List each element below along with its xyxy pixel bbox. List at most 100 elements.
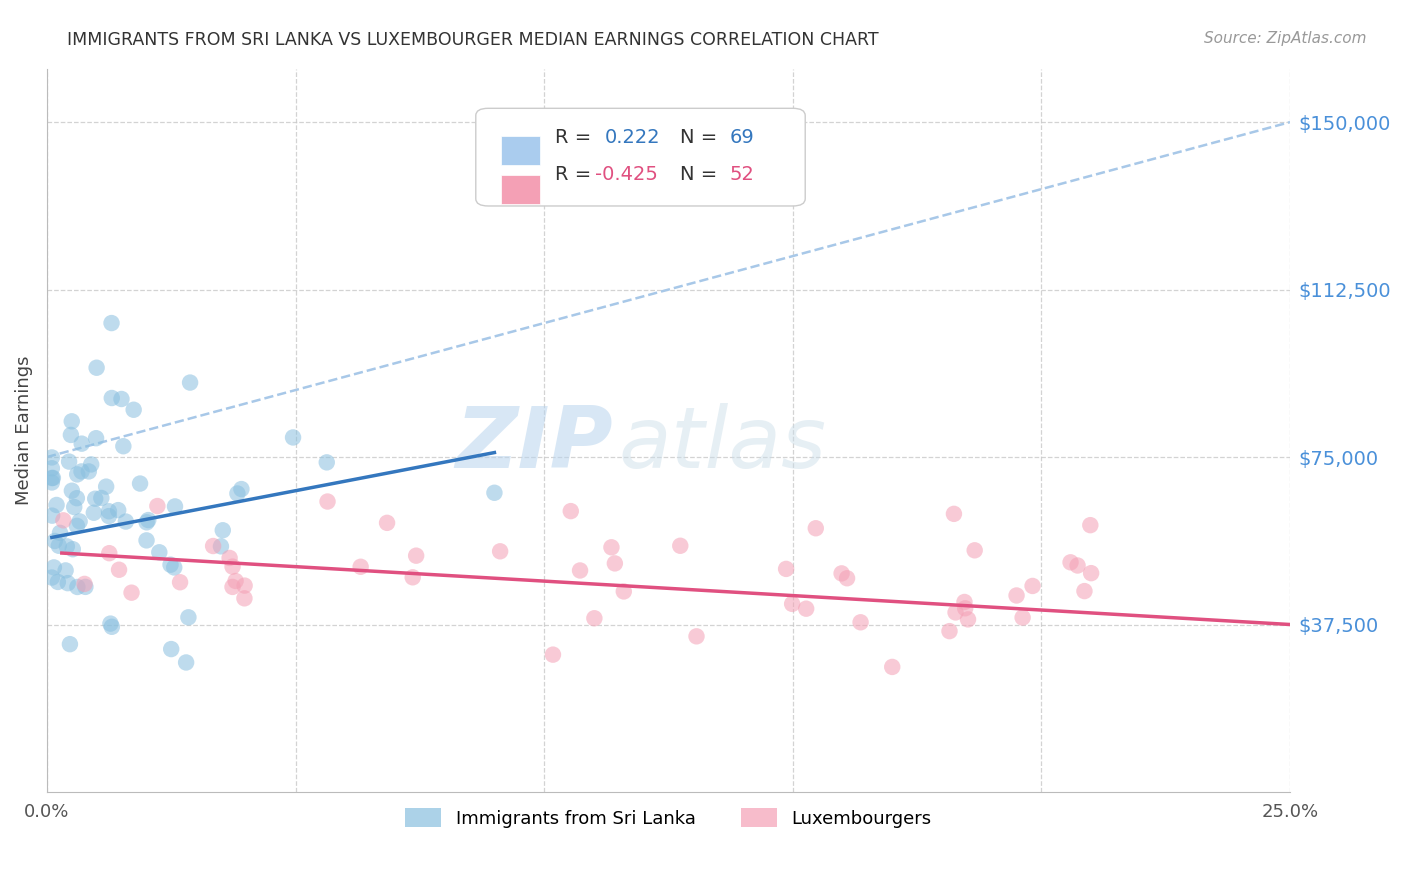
Point xyxy=(59,428,82,442)
Point xyxy=(129,476,152,491)
Point xyxy=(66,491,89,506)
Point xyxy=(101,620,124,634)
Point xyxy=(135,516,157,530)
Point xyxy=(86,360,108,375)
Point xyxy=(110,392,132,406)
Point xyxy=(1078,518,1101,533)
Point xyxy=(112,439,135,453)
Point xyxy=(956,612,979,626)
Point xyxy=(1011,610,1033,624)
Point xyxy=(233,579,256,593)
Point xyxy=(350,559,373,574)
Point xyxy=(62,542,84,557)
Point xyxy=(953,601,976,615)
Text: R =: R = xyxy=(555,165,598,185)
Point xyxy=(136,513,159,527)
Point xyxy=(603,557,626,571)
Point xyxy=(107,503,129,517)
Text: -0.425: -0.425 xyxy=(595,165,658,185)
Point xyxy=(849,615,872,630)
Text: 0.222: 0.222 xyxy=(605,128,661,147)
Point xyxy=(66,519,89,533)
Point xyxy=(41,450,63,465)
Point xyxy=(98,546,121,560)
Point xyxy=(84,431,107,445)
Point xyxy=(1021,579,1043,593)
Point xyxy=(66,467,89,482)
Y-axis label: Median Earnings: Median Earnings xyxy=(15,356,32,505)
Point xyxy=(211,523,233,537)
Point xyxy=(84,491,107,506)
Point xyxy=(489,544,512,558)
Point xyxy=(202,539,225,553)
Point xyxy=(73,577,96,591)
Text: N =: N = xyxy=(679,128,723,147)
Point xyxy=(48,539,70,553)
Point xyxy=(226,486,249,500)
Point xyxy=(174,656,197,670)
Point xyxy=(97,509,120,524)
Point xyxy=(41,471,63,485)
Text: 69: 69 xyxy=(730,128,754,147)
Point xyxy=(953,595,976,609)
Point xyxy=(484,485,506,500)
Point xyxy=(541,648,564,662)
Point xyxy=(52,513,75,527)
Point xyxy=(882,660,904,674)
Point xyxy=(80,458,103,472)
Point xyxy=(1005,589,1028,603)
Point xyxy=(942,507,965,521)
Point xyxy=(225,574,247,588)
Point xyxy=(41,475,63,490)
Point xyxy=(148,545,170,559)
Point xyxy=(1073,584,1095,599)
Point xyxy=(281,430,304,444)
Point xyxy=(49,525,72,540)
Point xyxy=(60,414,83,428)
Point xyxy=(77,465,100,479)
Point xyxy=(613,584,636,599)
Point xyxy=(135,533,157,548)
Point xyxy=(405,549,427,563)
Point xyxy=(780,597,803,611)
Point xyxy=(100,616,122,631)
Point xyxy=(97,504,120,518)
Point xyxy=(163,500,186,514)
Point xyxy=(163,560,186,574)
Point xyxy=(560,504,582,518)
Point xyxy=(583,611,606,625)
Text: N =: N = xyxy=(679,165,723,185)
FancyBboxPatch shape xyxy=(475,108,806,206)
Legend: Immigrants from Sri Lanka, Luxembourgers: Immigrants from Sri Lanka, Luxembourgers xyxy=(398,801,939,835)
Point xyxy=(835,571,858,585)
Text: R =: R = xyxy=(555,128,598,147)
Point xyxy=(146,499,169,513)
Point xyxy=(70,436,93,450)
Point xyxy=(58,454,80,468)
Point xyxy=(69,515,91,529)
Point xyxy=(218,551,240,566)
Point xyxy=(59,637,82,651)
FancyBboxPatch shape xyxy=(501,136,540,165)
Point xyxy=(108,563,131,577)
Point xyxy=(804,521,827,535)
Point xyxy=(42,560,65,574)
Point xyxy=(159,558,181,572)
Point xyxy=(177,610,200,624)
Point xyxy=(169,575,191,590)
Point xyxy=(101,391,124,405)
Point xyxy=(45,498,67,512)
Point xyxy=(945,606,967,620)
Point xyxy=(41,570,63,584)
Point xyxy=(90,491,112,505)
Point xyxy=(56,576,79,591)
Point xyxy=(231,482,253,496)
Point xyxy=(569,564,592,578)
Point xyxy=(1066,558,1088,573)
Point xyxy=(42,471,65,485)
Point xyxy=(831,566,853,581)
Point xyxy=(44,533,66,548)
Point xyxy=(375,516,398,530)
Point xyxy=(66,580,89,594)
Point xyxy=(60,483,83,498)
